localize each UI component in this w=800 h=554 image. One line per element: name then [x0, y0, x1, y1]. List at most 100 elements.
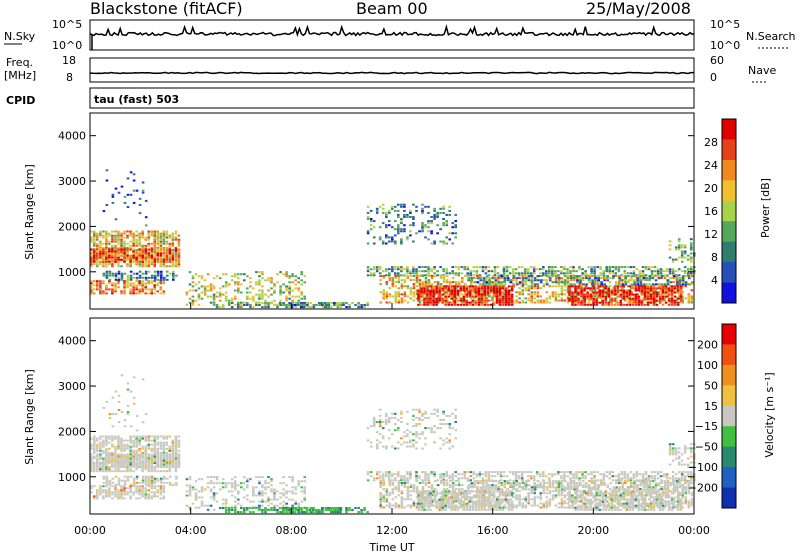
power-cell	[478, 266, 482, 269]
power-cell	[470, 281, 473, 284]
velocity-cell	[96, 497, 99, 500]
velocity-cell	[234, 480, 237, 483]
power-cell	[570, 283, 573, 286]
velocity-cell	[120, 457, 123, 460]
power-cell	[569, 272, 572, 275]
power-cell	[521, 283, 525, 286]
power-cell	[510, 293, 514, 296]
power-cell	[135, 254, 138, 257]
power-cell	[616, 303, 620, 306]
power-cell	[126, 253, 129, 255]
power-cell	[391, 240, 394, 243]
power-cell	[444, 295, 447, 298]
power-cell	[577, 297, 580, 300]
power-cell	[551, 285, 555, 288]
velocity-cell	[294, 492, 297, 495]
power-cell	[474, 289, 478, 292]
power-cell	[418, 293, 422, 296]
velocity-cell	[406, 423, 409, 425]
power-cell	[485, 279, 488, 282]
power-cell	[631, 285, 635, 288]
power-cell	[518, 281, 522, 284]
velocity-cell	[252, 486, 255, 489]
power-cell	[117, 258, 120, 261]
power-cell	[471, 285, 475, 288]
power-cell	[673, 285, 677, 288]
power-cell	[93, 258, 96, 261]
power-cell	[486, 289, 490, 292]
velocity-cell	[212, 476, 216, 479]
power-cell	[423, 289, 426, 292]
power-cell	[659, 270, 663, 273]
power-cell	[593, 295, 597, 298]
power-cell	[542, 285, 546, 288]
power-cell	[542, 299, 546, 302]
power-cell	[648, 289, 651, 292]
velocity-cell	[111, 453, 114, 456]
velocity-cell	[153, 457, 156, 460]
power-cell	[480, 299, 484, 302]
power-cell	[655, 299, 659, 302]
velocity-cell	[147, 463, 150, 466]
power-cell	[159, 263, 163, 266]
power-cell	[569, 270, 572, 273]
velocity-cell	[132, 491, 135, 494]
velocity-cell	[126, 470, 129, 473]
power-cell	[291, 301, 294, 304]
velocity-cell	[261, 498, 264, 501]
velocity-cell	[369, 475, 373, 478]
power-cell	[427, 270, 430, 273]
power-cell	[209, 295, 213, 298]
velocity-cell	[153, 462, 156, 465]
power-cell	[494, 277, 497, 279]
power-cell	[438, 285, 441, 288]
power-cell	[549, 279, 552, 282]
power-cell	[521, 293, 524, 296]
power-cell	[634, 297, 638, 300]
velocity-cell	[105, 479, 109, 482]
velocity-cell	[135, 443, 138, 446]
power-cell	[147, 234, 150, 237]
power-cell	[451, 222, 454, 225]
velocity-cell	[671, 471, 675, 474]
power-cell	[156, 252, 159, 255]
velocity-cell	[626, 475, 630, 478]
velocity-cell	[99, 453, 102, 456]
velocity-cell	[165, 463, 169, 466]
power-cell	[423, 303, 426, 306]
power-cell	[144, 244, 147, 247]
power-cell	[583, 293, 586, 296]
power-cell	[403, 230, 406, 233]
velocity-cell	[144, 449, 147, 452]
nsky-tick-top: 10^5	[52, 18, 82, 31]
velocity-cell	[249, 507, 252, 509]
power-cell	[617, 270, 621, 273]
power-cell	[90, 240, 93, 243]
power-cell	[680, 244, 684, 247]
velocity-cell	[264, 488, 267, 491]
velocity-cell	[403, 475, 406, 478]
velocity-cell	[369, 445, 373, 448]
power-cell	[93, 256, 96, 259]
power-cell	[628, 285, 632, 288]
power-cell	[601, 299, 604, 302]
velocity-cell	[203, 504, 207, 507]
power-cell	[524, 275, 527, 277]
power-cell	[445, 272, 448, 275]
power-cell	[592, 297, 595, 300]
velocity-cell	[93, 461, 96, 464]
velocity-cell	[590, 471, 593, 474]
power-cell	[572, 293, 576, 296]
power-cell	[102, 263, 105, 266]
power-cell	[114, 187, 118, 190]
power-cell	[619, 293, 623, 296]
power-cell	[672, 287, 675, 290]
power-cell	[566, 285, 570, 288]
velocity-cell	[641, 475, 645, 478]
power-cell	[503, 293, 506, 296]
power-cell	[622, 289, 626, 292]
power-cell	[282, 273, 285, 276]
velocity-cell	[135, 449, 138, 452]
power-cell	[501, 297, 505, 300]
power-cell	[171, 234, 175, 237]
